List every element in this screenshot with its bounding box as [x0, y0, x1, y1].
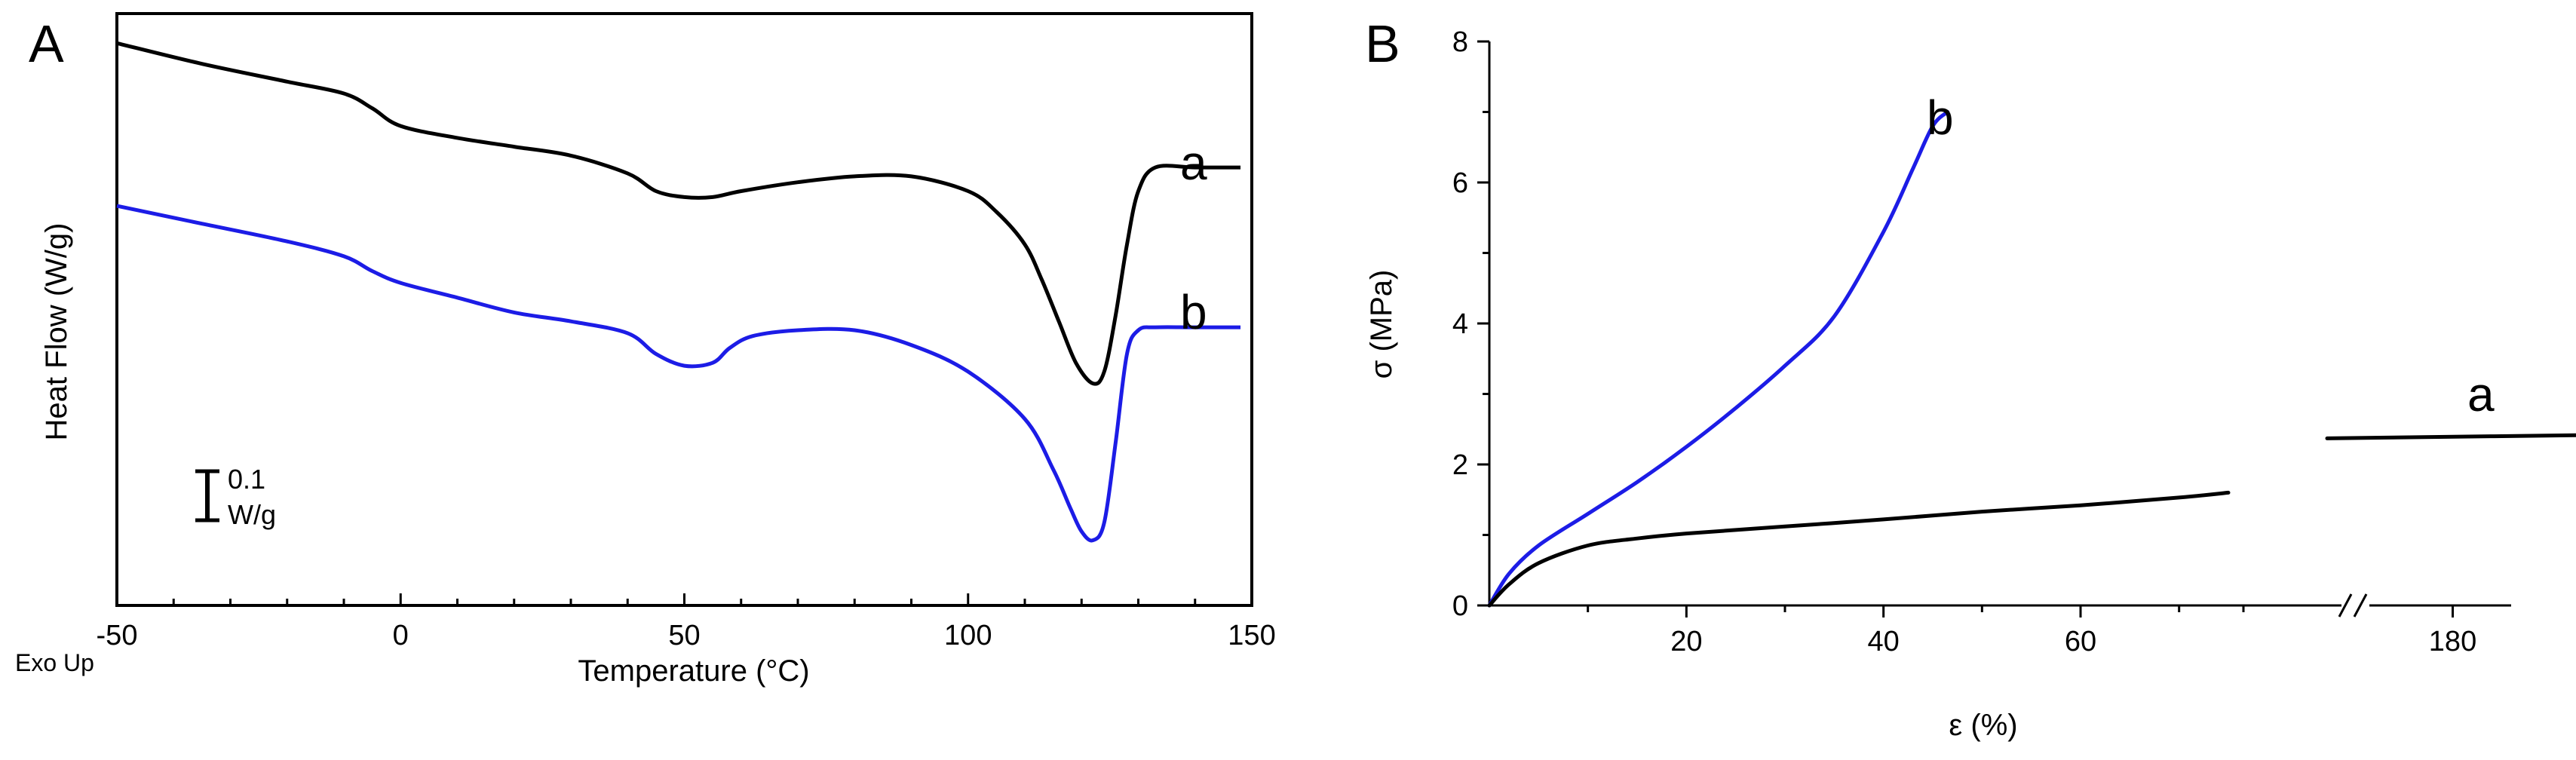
panel-a-label-a: a — [1180, 136, 1207, 190]
panel-a-frame — [115, 12, 1253, 607]
panel-a-series-a — [116, 41, 1240, 386]
panel-b-letter: B — [1365, 14, 1400, 73]
panel-b-y-title: σ (MPa) — [1365, 270, 1398, 379]
panel-a-letter: A — [29, 14, 64, 73]
panel-b-x-title: ε (%) — [1949, 709, 2017, 742]
panel-a-series-b — [116, 204, 1240, 543]
panel-b-label-a: a — [2467, 367, 2495, 421]
panel-b: B 0 2 4 6 8 20 40 60 180 σ (MPa) ε (%) b a — [1365, 14, 2576, 742]
panel-a-x-tick-label: 100 — [944, 620, 992, 651]
panel-a-x-tick-label: 150 — [1228, 620, 1275, 651]
panel-b-series-b — [1487, 110, 1950, 608]
panel-b-curves — [1487, 110, 2576, 608]
panel-b-y-tick-label: 8 — [1452, 26, 1468, 58]
panel-b-y-tick-label: 6 — [1452, 167, 1468, 199]
panel-a-x-ticks: -50 0 50 100 150 — [97, 593, 1276, 651]
scale-bar-value: 0.1 — [228, 464, 265, 495]
axis-break-mark — [2338, 593, 2353, 618]
panel-b-x-tick-label: 60 — [2065, 626, 2096, 657]
panel-b-y-tick-label: 4 — [1452, 308, 1468, 340]
panel-b-x-tick-label: 180 — [2429, 626, 2476, 657]
panel-a-x-tick-label: 50 — [668, 620, 700, 651]
axis-break-mark — [2353, 593, 2368, 618]
panel-a: A -50 0 50 100 150 a b 0.1 W/g Exo Up Temper… — [15, 12, 1276, 688]
panel-a-y-title: Heat Flow (W/g) — [40, 223, 73, 441]
panel-b-y-tick-label: 0 — [1452, 590, 1468, 622]
panel-b-axes — [1488, 41, 2511, 618]
panel-a-x-title: Temperature (°C) — [578, 654, 809, 688]
panel-a-x-tick-label: -50 — [97, 620, 138, 651]
panel-b-series-a — [1487, 490, 2231, 608]
panel-a-curves — [116, 41, 1240, 543]
panel-b-label-b: b — [1927, 90, 1954, 145]
panel-a-label-b: b — [1180, 285, 1207, 339]
panel-b-x-tick-label: 40 — [1868, 626, 1900, 657]
scale-bar-unit: W/g — [228, 499, 276, 530]
exo-up-label: Exo Up — [15, 649, 94, 676]
scale-bar: 0.1 W/g — [195, 464, 276, 530]
panel-b-series-a-after-break- — [2325, 433, 2576, 440]
panel-b-x-tick-label: 20 — [1670, 626, 1702, 657]
panel-a-x-tick-label: 0 — [393, 620, 409, 651]
panel-b-y-tick-label: 2 — [1452, 449, 1468, 481]
panel-b-ticks: 0 2 4 6 8 20 40 60 180 — [1452, 26, 2476, 657]
